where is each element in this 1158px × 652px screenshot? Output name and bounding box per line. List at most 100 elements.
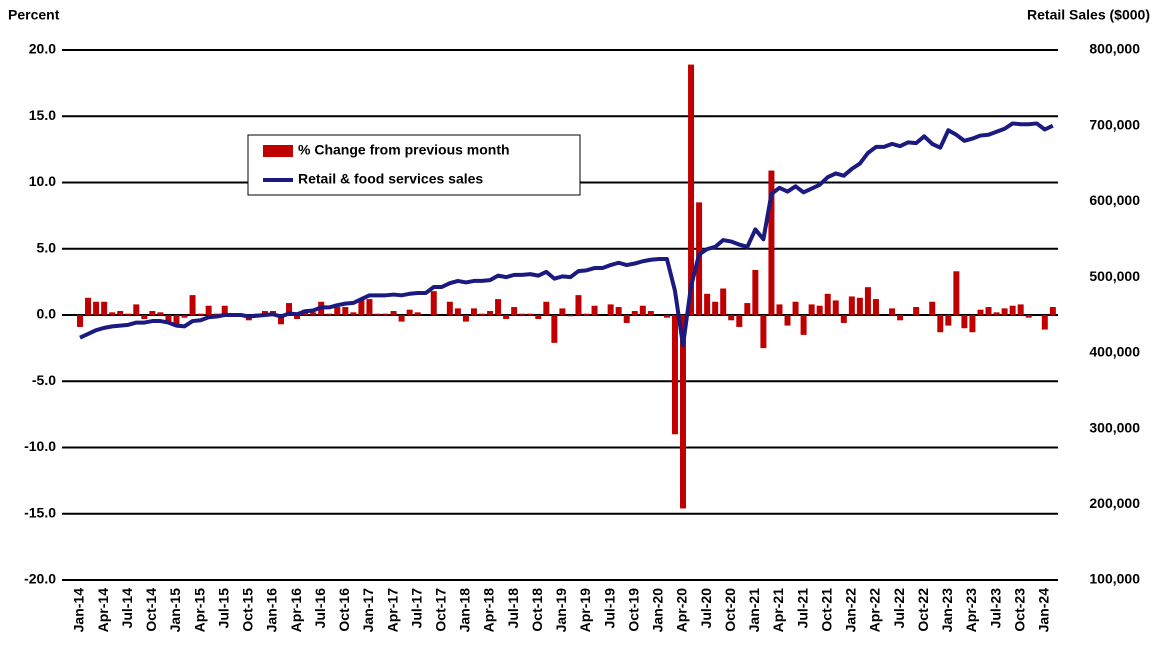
bar	[607, 304, 614, 315]
bar	[623, 315, 630, 323]
x-tick-label: Oct-23	[1011, 588, 1027, 632]
bar	[213, 313, 220, 315]
x-tick-label: Jan-17	[360, 588, 376, 633]
y2-tick-label: 200,000	[1089, 495, 1140, 511]
bar	[551, 315, 558, 343]
bar	[165, 315, 172, 323]
bar	[872, 299, 879, 315]
bar	[929, 301, 936, 315]
bar	[985, 307, 992, 315]
bar	[993, 312, 1000, 315]
y-tick-label: 10.0	[29, 173, 56, 189]
bar	[294, 315, 301, 319]
bar	[704, 293, 711, 315]
bar	[414, 312, 421, 315]
bar	[897, 315, 904, 321]
x-tick-label: Jan-20	[650, 588, 666, 633]
bar	[615, 307, 622, 315]
bar	[840, 315, 847, 323]
bar	[189, 295, 196, 315]
bar	[454, 308, 461, 315]
bar	[446, 301, 453, 315]
x-tick-label: Jan-14	[71, 588, 87, 633]
bar	[712, 301, 719, 315]
bar	[535, 315, 542, 319]
legend-label: Retail & food services sales	[298, 171, 483, 187]
bar	[953, 271, 960, 315]
y-tick-label: -15.0	[24, 504, 56, 520]
bar	[639, 305, 646, 315]
bar	[816, 305, 823, 315]
bar	[406, 309, 413, 315]
bar	[334, 307, 341, 315]
bar	[149, 311, 156, 315]
bar	[824, 293, 831, 315]
bar	[856, 297, 863, 315]
bar	[487, 311, 494, 315]
bar	[117, 311, 124, 315]
bar	[398, 315, 405, 322]
bar	[543, 301, 550, 315]
bar	[567, 315, 574, 317]
bar	[864, 287, 871, 315]
x-tick-label: Jul-23	[987, 588, 1003, 629]
legend-swatch	[263, 145, 293, 157]
x-tick-label: Jul-17	[408, 588, 424, 629]
bar	[591, 305, 598, 315]
bar	[527, 313, 534, 315]
y-axis-title: Percent	[8, 7, 60, 23]
y-tick-label: -5.0	[32, 372, 56, 388]
bar	[326, 313, 333, 315]
bar	[1041, 315, 1048, 330]
x-tick-label: Oct-18	[529, 588, 545, 632]
x-tick-label: Jan-24	[1036, 588, 1052, 633]
x-tick-label: Apr-20	[674, 588, 690, 633]
bar	[784, 315, 791, 326]
bar	[205, 305, 212, 315]
bar	[77, 315, 83, 327]
bar	[141, 315, 148, 319]
bar	[760, 315, 767, 349]
bar	[961, 315, 968, 329]
bar	[133, 304, 140, 315]
bar	[945, 315, 952, 326]
bar	[358, 299, 365, 315]
x-tick-label: Jul-15	[215, 588, 231, 629]
bar	[889, 308, 896, 315]
bar	[977, 309, 984, 315]
bar	[808, 304, 815, 315]
bar	[310, 312, 317, 315]
bar	[1025, 315, 1032, 318]
x-tick-label: Jan-22	[843, 588, 859, 633]
bar	[832, 300, 839, 315]
bar	[969, 315, 976, 333]
bar	[374, 313, 381, 315]
bar	[800, 315, 807, 335]
y2-tick-label: 800,000	[1089, 41, 1140, 57]
x-tick-label: Apr-18	[481, 588, 497, 633]
x-tick-label: Oct-17	[433, 588, 449, 632]
bar	[85, 297, 92, 315]
bar	[390, 311, 397, 315]
bar	[479, 313, 485, 315]
x-tick-label: Apr-21	[770, 588, 786, 633]
bar	[744, 303, 751, 315]
x-tick-label: Jan-16	[264, 588, 280, 633]
x-tick-label: Apr-17	[384, 588, 400, 633]
bar	[1001, 308, 1008, 315]
bar	[792, 301, 799, 315]
bar	[776, 304, 783, 315]
bar	[583, 313, 590, 315]
bar	[511, 307, 518, 315]
x-tick-label: Jul-16	[312, 588, 328, 629]
y-tick-label: -20.0	[24, 571, 56, 587]
x-tick-label: Jul-18	[505, 588, 521, 629]
bar	[125, 313, 132, 315]
legend-label: % Change from previous month	[298, 142, 510, 158]
x-tick-label: Apr-16	[288, 588, 304, 633]
bar	[462, 315, 469, 322]
y2-axis-title: Retail Sales ($000)	[1027, 7, 1150, 23]
bar	[688, 64, 695, 315]
y2-tick-label: 400,000	[1089, 344, 1140, 360]
